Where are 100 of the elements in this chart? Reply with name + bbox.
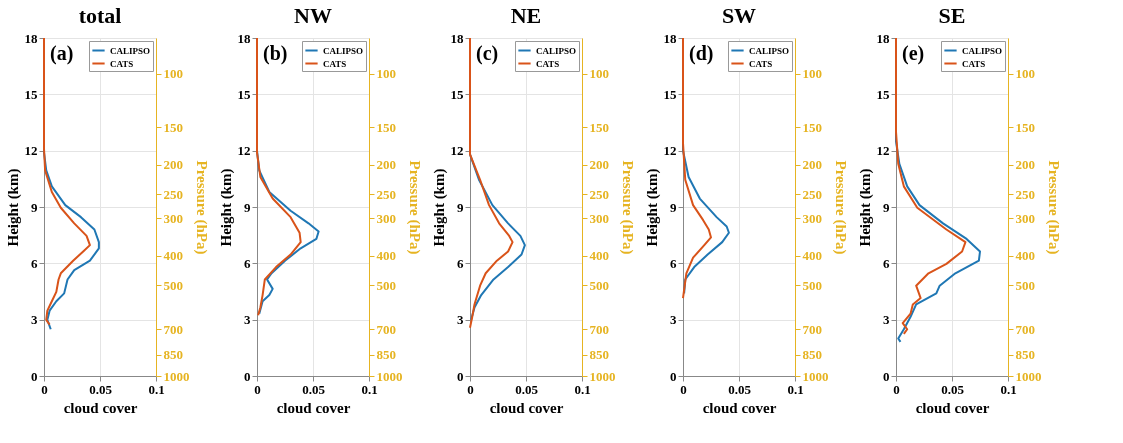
y2-tick-label: 850 [802, 347, 822, 363]
legend-label: CATS [749, 58, 773, 69]
y-tick-label: 6 [883, 255, 890, 271]
y-tick-label: 9 [670, 199, 677, 215]
x-tick-label: 0 [467, 381, 474, 397]
y-tick-label: 12 [237, 143, 251, 159]
y2-tick-label: 1000 [589, 368, 616, 384]
y2-tick-label: 1000 [1015, 368, 1042, 384]
x-tick-label: 0 [680, 381, 687, 397]
y2-tick-label: 500 [376, 277, 396, 293]
legend-label: CALIPSO [962, 45, 1003, 56]
y-tick-label: 9 [883, 199, 890, 215]
y-tick-label: 12 [876, 143, 890, 159]
y2-tick-label: 300 [163, 210, 183, 226]
y-tick-label: 18 [876, 30, 890, 46]
x-axis-title: cloud cover [489, 399, 564, 416]
y-tick-label: 3 [883, 312, 890, 328]
y2-tick-label: 100 [589, 66, 609, 82]
y-tick-label: 12 [24, 143, 38, 159]
x-tick-label: 0.1 [148, 381, 165, 397]
y-axis-title: Height (km) [856, 168, 874, 247]
y2-tick-label: 850 [376, 347, 396, 363]
y2-tick-label: 700 [589, 321, 609, 337]
y2-tick-label: 500 [1015, 277, 1035, 293]
y2-axis-title: Pressure (hPa) [831, 160, 849, 255]
y2-tick-label: 200 [802, 157, 822, 173]
y-tick-label: 0 [883, 368, 890, 384]
y-tick-label: 6 [670, 255, 677, 271]
y2-tick-label: 1000 [163, 368, 190, 384]
annotation: (c) [476, 42, 499, 65]
x-tick-label: 0.05 [941, 381, 965, 397]
legend-label: CATS [536, 58, 560, 69]
legend-label: CALIPSO [323, 45, 364, 56]
y-tick-label: 15 [450, 86, 464, 102]
y2-tick-label: 850 [589, 347, 609, 363]
x-tick-label: 0.1 [361, 381, 378, 397]
y-tick-label: 6 [244, 255, 251, 271]
y-axis-title: Height (km) [643, 168, 661, 247]
y-tick-label: 9 [31, 199, 38, 215]
y-tick-label: 12 [450, 143, 464, 159]
y2-tick-label: 400 [376, 248, 396, 264]
y2-tick-label: 700 [1015, 321, 1035, 337]
annotation: (b) [263, 42, 288, 65]
legend-label: CATS [110, 58, 134, 69]
y2-tick-label: 150 [1015, 119, 1035, 135]
y-tick-label: 0 [244, 368, 251, 384]
x-tick-label: 0 [893, 381, 900, 397]
legend-label: CALIPSO [110, 45, 151, 56]
y2-tick-label: 100 [802, 66, 822, 82]
annotation: (e) [902, 42, 925, 65]
y2-tick-label: 250 [163, 186, 183, 202]
y2-tick-label: 200 [376, 157, 396, 173]
y-tick-label: 6 [457, 255, 464, 271]
y2-tick-label: 100 [376, 66, 396, 82]
legend-label: CATS [323, 58, 347, 69]
y2-axis-title: Pressure (hPa) [192, 160, 210, 255]
y-tick-label: 3 [244, 312, 251, 328]
legend-label: CATS [962, 58, 986, 69]
x-tick-label: 0.05 [302, 381, 326, 397]
y-tick-label: 9 [244, 199, 251, 215]
x-tick-label: 0.05 [515, 381, 539, 397]
y2-tick-label: 850 [1015, 347, 1035, 363]
y2-tick-label: 300 [1015, 210, 1035, 226]
y2-tick-label: 100 [1015, 66, 1035, 82]
y2-axis-title: Pressure (hPa) [405, 160, 423, 255]
y2-tick-label: 250 [1015, 186, 1035, 202]
y-tick-label: 6 [31, 255, 38, 271]
y2-tick-label: 400 [589, 248, 609, 264]
y-tick-label: 0 [457, 368, 464, 384]
y2-tick-label: 400 [802, 248, 822, 264]
x-tick-label: 0.05 [728, 381, 752, 397]
y2-tick-label: 1000 [376, 368, 403, 384]
y2-tick-label: 100 [163, 66, 183, 82]
y-tick-label: 18 [450, 30, 464, 46]
y2-tick-label: 150 [163, 119, 183, 135]
y-tick-label: 3 [457, 312, 464, 328]
y-tick-label: 15 [876, 86, 890, 102]
x-axis-title: cloud cover [276, 399, 351, 416]
chart-title: total [78, 3, 122, 28]
y-axis-title: Height (km) [430, 168, 448, 247]
y-tick-label: 3 [31, 312, 38, 328]
legend-label: CALIPSO [536, 45, 577, 56]
y2-tick-label: 150 [376, 119, 396, 135]
x-tick-label: 0.1 [1000, 381, 1017, 397]
y-tick-label: 0 [670, 368, 677, 384]
y2-tick-label: 400 [163, 248, 183, 264]
x-tick-label: 0.1 [787, 381, 804, 397]
y-tick-label: 15 [24, 86, 38, 102]
x-tick-label: 0 [41, 381, 48, 397]
y2-tick-label: 200 [589, 157, 609, 173]
y-tick-label: 9 [457, 199, 464, 215]
y-tick-label: 0 [31, 368, 38, 384]
y2-tick-label: 300 [376, 210, 396, 226]
y2-axis-title: Pressure (hPa) [618, 160, 636, 255]
x-axis-title: cloud cover [63, 399, 138, 416]
y2-tick-label: 250 [802, 186, 822, 202]
y-axis-title: Height (km) [217, 168, 235, 247]
chart-title: NW [294, 3, 332, 28]
chart-title: NE [510, 3, 542, 28]
chart-title: SE [938, 3, 966, 28]
